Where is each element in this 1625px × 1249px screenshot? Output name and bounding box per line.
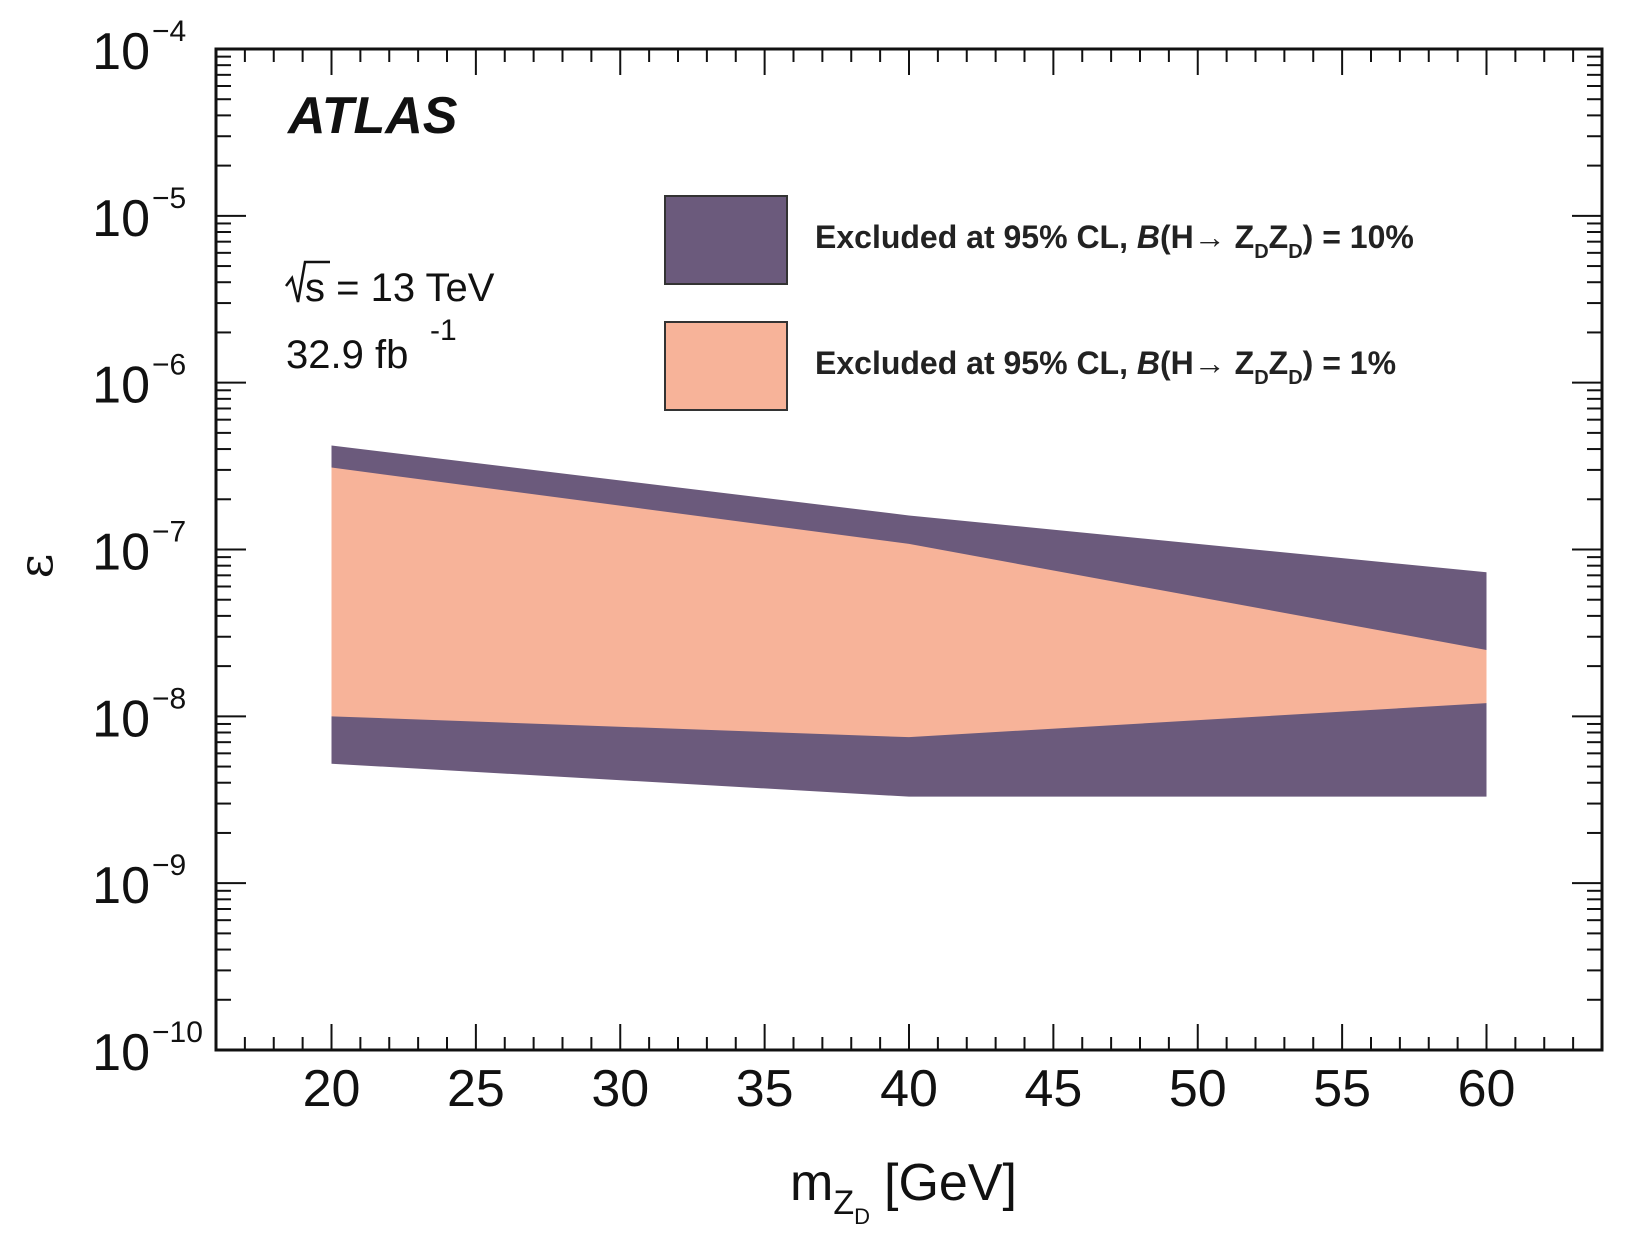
- y-tick-exponent: −4: [152, 15, 186, 48]
- y-tick-label: 10 −8: [92, 682, 186, 748]
- y-tick-label: 10 −10: [92, 1016, 203, 1082]
- sqrt-icon: [285, 260, 330, 303]
- x-tick-label: 25: [447, 1060, 505, 1118]
- y-tick-label: 10 −9: [92, 849, 186, 915]
- y-tick-base: 10: [92, 524, 150, 582]
- legend-swatch-10pct: [664, 195, 788, 285]
- y-tick-exponent: −8: [152, 682, 186, 715]
- x-tick-label: 35: [736, 1060, 794, 1118]
- y-tick-base: 10: [92, 690, 150, 748]
- luminosity-annotation: 32.9 fb -1: [286, 314, 457, 377]
- band-1pct: [331, 467, 1487, 738]
- axis-tick-labels: 20 25 30 35 40 45 50 55 6010−410−510−610−710−810…: [92, 15, 1515, 1118]
- x-tick-label: 45: [1024, 1060, 1082, 1118]
- y-tick-exponent: −5: [152, 182, 186, 215]
- legend-entry-10pct: Excluded at 95% CL, B(H→ ZDZD) = 10%: [815, 219, 1414, 263]
- y-tick-base: 10: [92, 190, 150, 248]
- y-tick-label: 10 −5: [92, 182, 186, 248]
- axis-ticks: [216, 48, 1602, 1051]
- y-axis-title: ε: [8, 554, 64, 579]
- exclusion-bands: [331, 445, 1487, 797]
- energy-label: s = 13 TeV: [305, 266, 495, 310]
- y-tick-exponent: −10: [152, 1016, 203, 1049]
- y-tick-label: 10 −6: [92, 349, 186, 415]
- y-tick-label: 10 −7: [92, 516, 186, 582]
- x-tick-label: 30: [591, 1060, 649, 1118]
- y-tick-label: 10 −4: [92, 15, 186, 81]
- y-tick-base: 10: [92, 23, 150, 81]
- luminosity-exponent: -1: [430, 314, 457, 347]
- legend-swatch-1pct: [664, 321, 788, 411]
- y-tick-exponent: −6: [152, 349, 186, 382]
- experiment-label: ATLAS: [286, 87, 458, 145]
- y-tick-exponent: −9: [152, 849, 186, 882]
- x-axis-title: mZD[GeV]: [790, 1154, 1017, 1229]
- legend-entry-1pct: Excluded at 95% CL, B(H→ ZDZD) = 1%: [815, 345, 1396, 389]
- energy-annotation: s = 13 TeV: [285, 260, 495, 310]
- luminosity-label: 32.9 fb: [286, 333, 408, 377]
- x-tick-label: 20: [303, 1060, 361, 1118]
- x-tick-label: 60: [1458, 1060, 1516, 1118]
- y-tick-base: 10: [92, 1024, 150, 1082]
- y-tick-base: 10: [92, 357, 150, 415]
- x-tick-label: 55: [1313, 1060, 1371, 1118]
- x-tick-label: 40: [880, 1060, 938, 1118]
- legend: Excluded at 95% CL, B(H→ ZDZD) = 10% Exc…: [664, 195, 1414, 411]
- y-tick-base: 10: [92, 857, 150, 915]
- x-tick-label: 50: [1169, 1060, 1227, 1118]
- y-tick-exponent: −7: [152, 516, 186, 549]
